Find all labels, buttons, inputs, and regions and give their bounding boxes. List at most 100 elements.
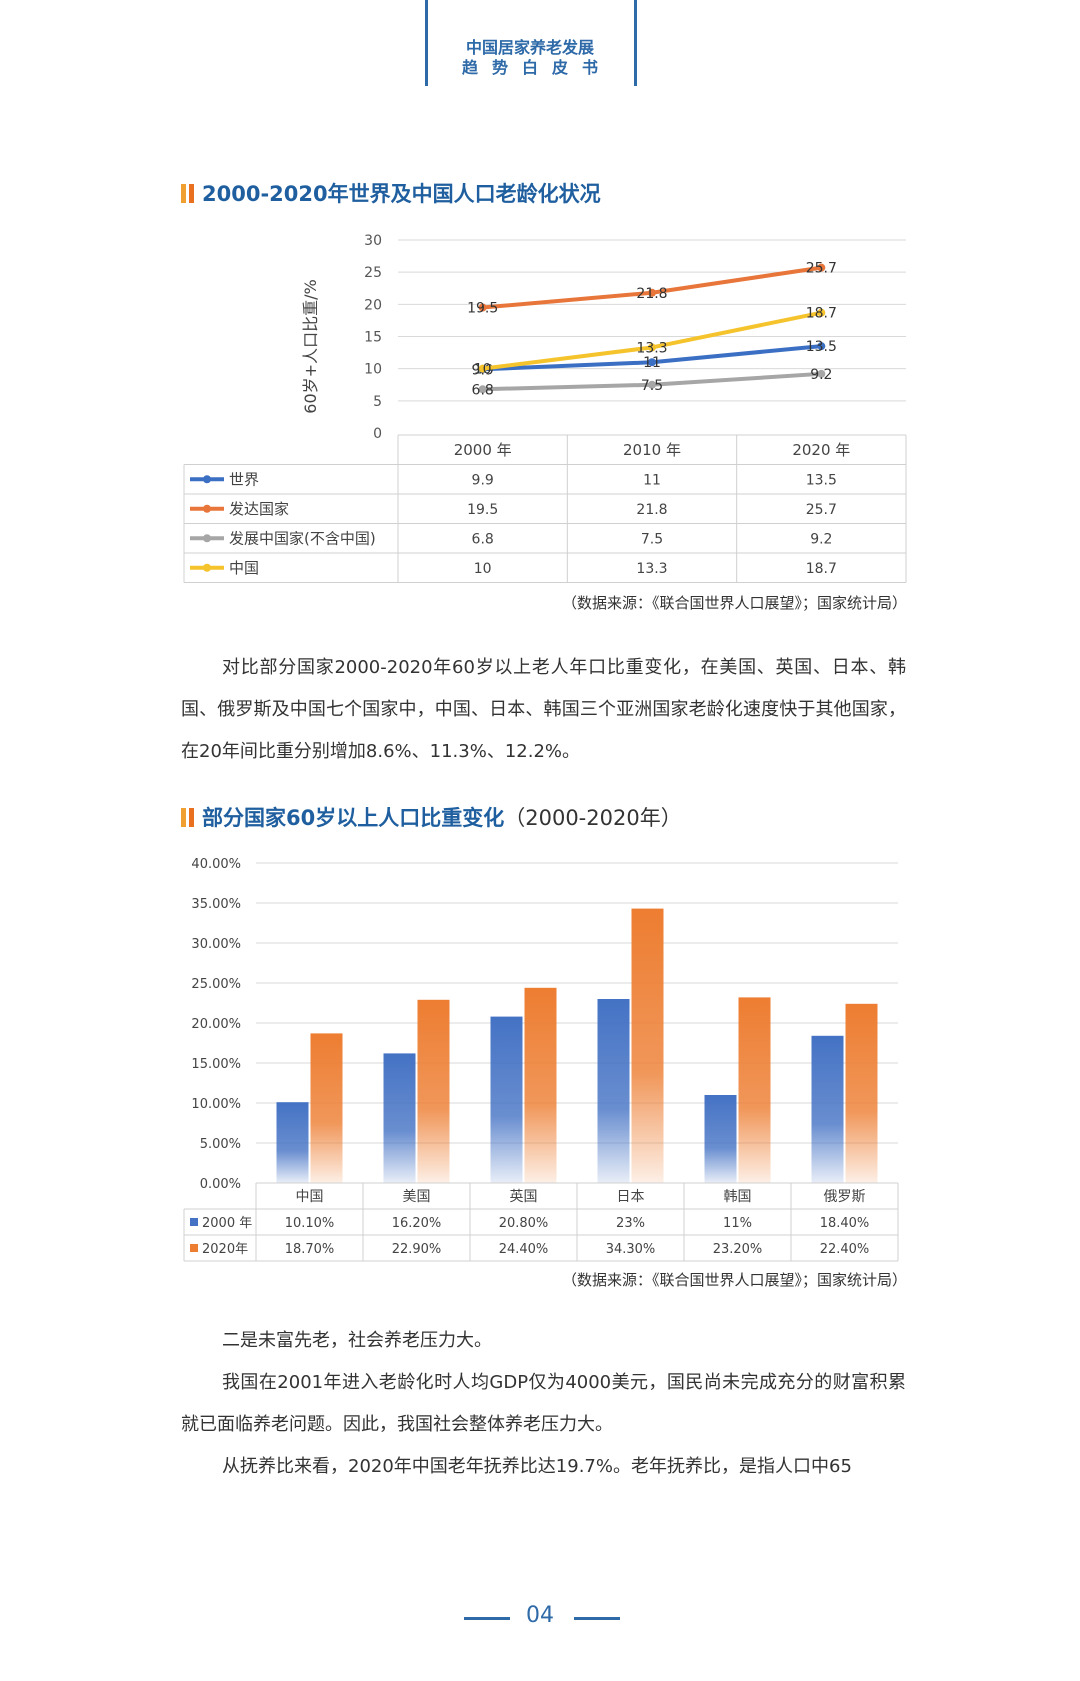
table-cell: 10 — [474, 561, 492, 577]
legend-swatch — [190, 1218, 198, 1226]
y-tick-label: 20.00% — [191, 1017, 241, 1032]
x-category-label: 韩国 — [724, 1189, 752, 1205]
x-category-label: 日本 — [617, 1189, 645, 1205]
legend-label: 世界 — [229, 470, 259, 488]
page-number: 04 — [526, 1603, 554, 1628]
table-cell: 13.5 — [806, 472, 837, 488]
x-category-label: 俄罗斯 — [824, 1189, 866, 1205]
legend-label: 2020年 — [202, 1242, 248, 1257]
table-cell: 22.90% — [392, 1242, 442, 1257]
table-cell: 24.40% — [499, 1242, 549, 1257]
section1-title-text: 2000-2020年世界及中国人口老龄化状况 — [202, 182, 601, 206]
table-cell: 23% — [616, 1216, 645, 1231]
y-tick-label: 5 — [373, 394, 382, 410]
bar — [276, 1102, 309, 1183]
series-point — [648, 358, 656, 367]
paragraph-2: 二是未富先老，社会养老压力大。 — [222, 1330, 492, 1351]
bar — [704, 1095, 737, 1183]
y-tick-label: 40.00% — [191, 857, 241, 872]
table-cell: 16.20% — [392, 1216, 442, 1231]
table-cell: 23.20% — [713, 1242, 763, 1257]
header-title-line2: 趋势白皮书 — [461, 58, 612, 77]
data-label: 11 — [643, 355, 661, 371]
series-point — [648, 380, 656, 389]
table-cell: 11% — [723, 1216, 752, 1231]
legend-marker — [203, 475, 211, 484]
y-tick-label: 30.00% — [191, 937, 241, 952]
table-cell: 7.5 — [641, 531, 663, 547]
data-label: 9.2 — [810, 367, 832, 383]
table-cell: 9.2 — [810, 531, 832, 547]
y-tick-label: 15.00% — [191, 1057, 241, 1072]
bar — [738, 997, 771, 1183]
series-point — [648, 343, 656, 352]
table-cell: 9.9 — [472, 472, 494, 488]
aging-line-chart: 0 5 10 15 20 25 30 60岁+人口比重/% 9.9 11 13.5 19.5 21.8 2… — [183, 233, 907, 583]
data-label: 21.8 — [636, 286, 667, 302]
y-tick-label: 30 — [364, 233, 382, 249]
bar — [310, 1033, 343, 1183]
data-label: 6.8 — [472, 382, 494, 398]
y-tick-label: 25.00% — [191, 977, 241, 992]
x-category-label: 中国 — [296, 1189, 324, 1205]
table-cell: 6.8 — [472, 531, 494, 547]
series-point — [478, 385, 487, 394]
x-category-label: 2010 年 — [623, 441, 681, 459]
section1-title: 2000-2020年世界及中国人口老龄化状况 — [181, 178, 601, 208]
y-tick-label: 15 — [364, 330, 382, 346]
legend-label: 中国 — [229, 559, 259, 577]
x-category-label: 英国 — [510, 1188, 538, 1205]
section2-title-normal: （2000-2020年） — [504, 806, 682, 830]
table-cell: 34.30% — [606, 1242, 656, 1257]
header-title-line1: 中国居家养老发展 — [465, 38, 594, 57]
legend-marker — [203, 563, 211, 572]
legend-marker — [203, 504, 211, 513]
data-label: 13.5 — [806, 339, 837, 355]
legend-marker — [203, 534, 211, 543]
y-tick-label: 25 — [364, 265, 382, 281]
y-tick-label: 5.00% — [200, 1137, 241, 1152]
title-marker-icon — [189, 184, 194, 203]
table-cell: 18.40% — [820, 1216, 870, 1231]
legend-label: 发展中国家(不含中国) — [229, 529, 376, 547]
header-right-rule — [634, 0, 637, 86]
section2-title-bold: 部分国家60岁以上人口比重变化 — [202, 806, 505, 830]
legend-swatch — [190, 1244, 198, 1252]
data-label: 7.5 — [641, 378, 663, 394]
table-cell: 22.40% — [820, 1242, 870, 1257]
table-cell: 11 — [643, 472, 661, 488]
table-cell: 13.3 — [636, 561, 667, 577]
y-axis-label: 60岁+人口比重/% — [301, 279, 320, 413]
series-point — [817, 342, 826, 351]
table-cell: 25.7 — [806, 502, 837, 518]
series-point — [817, 308, 826, 317]
series-point — [817, 263, 826, 272]
bar — [845, 1003, 878, 1183]
paragraph-3: 我国在2001年进入老龄化时人均GDP仅为4000美元，国民尚未完成充分的财富积… — [181, 1372, 906, 1435]
y-tick-label: 0 — [373, 426, 382, 442]
data-label: 19.5 — [467, 301, 498, 317]
x-category-label: 2000 年 — [454, 441, 512, 459]
table-cell: 21.8 — [636, 502, 667, 518]
bar — [597, 999, 630, 1183]
bar — [490, 1016, 523, 1183]
legend-label: 2000 年 — [202, 1216, 252, 1231]
series-point — [817, 369, 826, 378]
x-category-label: 美国 — [403, 1189, 431, 1205]
bar — [383, 1053, 416, 1183]
y-tick-label: 35.00% — [191, 897, 241, 912]
chart1-source: （数据来源：《联合国世界人口展望》；国家统计局） — [561, 594, 907, 612]
body-text: 二是未富先老，社会养老压力大。 我国在2001年进入老龄化时人均GDP仅为400… — [181, 1320, 906, 1488]
paragraph-1: 对比部分国家2000-2020年60岁以上老人年口比重变化，在美国、英国、日本、… — [181, 657, 906, 762]
title-marker-icon — [181, 184, 186, 203]
series-point — [478, 364, 487, 373]
data-label: 10 — [474, 362, 492, 378]
table-cell: 19.5 — [467, 502, 498, 518]
paragraph-comparison: 对比部分国家2000-2020年60岁以上老人年口比重变化，在美国、英国、日本、… — [181, 647, 906, 773]
data-label: 18.7 — [806, 306, 837, 322]
title-marker-icon — [181, 808, 186, 827]
table-cell: 10.10% — [285, 1216, 335, 1231]
paragraph-4: 从抚养比来看，2020年中国老年抚养比达19.7%。老年抚养比，是指人口中65 — [222, 1456, 852, 1477]
series-point — [478, 303, 487, 312]
table-cell: 18.7 — [806, 561, 837, 577]
